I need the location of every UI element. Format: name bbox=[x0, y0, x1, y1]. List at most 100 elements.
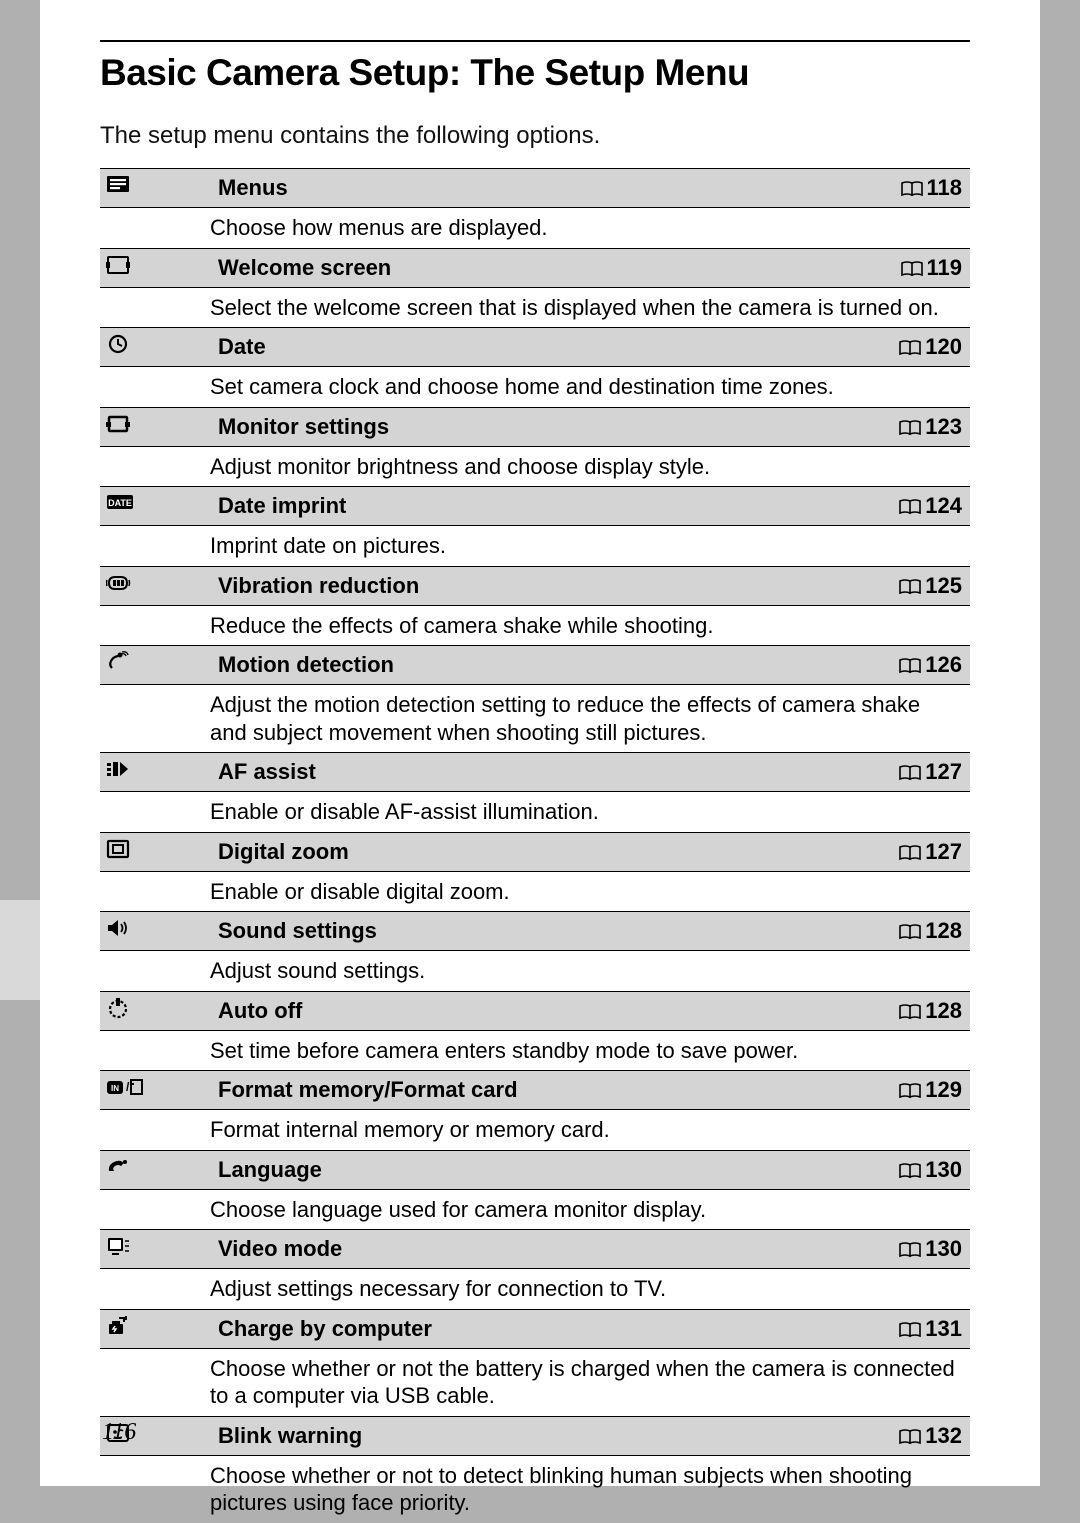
menu-item-label: Sound settings bbox=[210, 912, 860, 951]
menu-item-label: Blink warning bbox=[210, 1416, 860, 1455]
menu-row-desc: Choose whether or not the battery is cha… bbox=[100, 1348, 970, 1416]
menu-row-header: Charge by computer 131 bbox=[100, 1309, 970, 1348]
menu-item-page-ref: 120 bbox=[860, 328, 970, 367]
menu-row-header: AF assist127 bbox=[100, 753, 970, 792]
menu-item-icon-cell bbox=[100, 753, 210, 792]
date-imprint-icon bbox=[106, 492, 136, 514]
menu-item-label: Date bbox=[210, 328, 860, 367]
menu-item-desc: Enable or disable AF-assist illumination… bbox=[210, 792, 970, 833]
menu-item-page-ref: 130 bbox=[860, 1150, 970, 1189]
intro-text: The setup menu contains the following op… bbox=[100, 122, 970, 150]
menu-row-desc: Choose how menus are displayed. bbox=[100, 208, 970, 249]
menu-item-page-ref: 132 bbox=[860, 1416, 970, 1455]
menu-item-label: Format memory/Format card bbox=[210, 1071, 860, 1110]
page-ref-number: 128 bbox=[925, 998, 962, 1023]
page-number: 116 bbox=[102, 1419, 136, 1446]
menu-row-desc: Format internal memory or memory card. bbox=[100, 1110, 970, 1151]
page-ref-number: 118 bbox=[927, 175, 963, 200]
menu-item-icon-cell bbox=[100, 407, 210, 446]
menu-row-desc: Set time before camera enters standby mo… bbox=[100, 1030, 970, 1071]
page-ref-number: 131 bbox=[925, 1316, 962, 1341]
menu-item-desc: Choose language used for camera monitor … bbox=[210, 1189, 970, 1230]
menu-icon bbox=[106, 174, 132, 196]
page-ref-number: 127 bbox=[925, 839, 962, 864]
menu-item-icon-cell bbox=[100, 169, 210, 208]
menu-item-page-ref: 119 bbox=[860, 248, 970, 287]
menu-row-header: Motion detection 126 bbox=[100, 646, 970, 685]
menu-row-desc: Select the welcome screen that is displa… bbox=[100, 287, 970, 328]
menu-item-page-ref: 128 bbox=[860, 912, 970, 951]
menu-row-header: Date imprint 124 bbox=[100, 487, 970, 526]
menu-item-icon-cell bbox=[100, 832, 210, 871]
page-title: Basic Camera Setup: The Setup Menu bbox=[100, 52, 970, 94]
menu-item-desc: Reduce the effects of camera shake while… bbox=[210, 605, 970, 646]
menu-row-desc: Choose language used for camera monitor … bbox=[100, 1189, 970, 1230]
menu-row-header: Date120 bbox=[100, 328, 970, 367]
page-ref-number: 130 bbox=[925, 1157, 962, 1182]
charge-icon bbox=[106, 1315, 132, 1337]
page-ref-number: 125 bbox=[925, 573, 962, 598]
setup-menu-table: Menus118Choose how menus are displayed.W… bbox=[100, 168, 970, 1523]
menu-item-icon-cell bbox=[100, 1071, 210, 1110]
menu-item-desc: Adjust the motion detection setting to r… bbox=[210, 685, 970, 753]
menu-item-page-ref: 131 bbox=[860, 1309, 970, 1348]
menu-row-header: Blink warning 132 bbox=[100, 1416, 970, 1455]
page-ref-number: 130 bbox=[925, 1236, 962, 1261]
menu-item-icon-cell bbox=[100, 912, 210, 951]
menu-item-icon-cell bbox=[100, 487, 210, 526]
menu-row-header: Auto off128 bbox=[100, 991, 970, 1030]
page-ref-number: 132 bbox=[925, 1423, 962, 1448]
menu-row-desc: Reduce the effects of camera shake while… bbox=[100, 605, 970, 646]
menu-row-desc: Imprint date on pictures. bbox=[100, 526, 970, 567]
menu-item-icon-cell bbox=[100, 1230, 210, 1269]
menu-item-label: Date imprint bbox=[210, 487, 860, 526]
menu-item-desc: Imprint date on pictures. bbox=[210, 526, 970, 567]
page-ref-number: 126 bbox=[925, 652, 962, 677]
menu-row-header: Vibration reduction125 bbox=[100, 566, 970, 605]
menu-item-page-ref: 123 bbox=[860, 407, 970, 446]
video-mode-icon bbox=[106, 1235, 132, 1257]
menu-item-desc: Choose whether or not to detect blinking… bbox=[210, 1455, 970, 1523]
menu-item-page-ref: 125 bbox=[860, 566, 970, 605]
format-icon bbox=[106, 1076, 146, 1098]
menu-item-page-ref: 118 bbox=[860, 169, 970, 208]
menu-item-desc: Adjust monitor brightness and choose dis… bbox=[210, 446, 970, 487]
menu-row-header: Welcome screen119 bbox=[100, 248, 970, 287]
menu-row-header: Video mode130 bbox=[100, 1230, 970, 1269]
menu-item-page-ref: 129 bbox=[860, 1071, 970, 1110]
menu-item-icon-cell bbox=[100, 566, 210, 605]
menu-item-label: Monitor settings bbox=[210, 407, 860, 446]
menu-item-desc: Format internal memory or memory card. bbox=[210, 1110, 970, 1151]
menu-item-label: Charge by computer bbox=[210, 1309, 860, 1348]
menu-row-desc: Adjust monitor brightness and choose dis… bbox=[100, 446, 970, 487]
auto-off-icon bbox=[106, 997, 132, 1019]
menu-row-desc: Enable or disable digital zoom. bbox=[100, 871, 970, 912]
page-ref-number: 119 bbox=[927, 255, 963, 280]
menu-item-desc: Select the welcome screen that is displa… bbox=[210, 287, 970, 328]
menu-item-label: Language bbox=[210, 1150, 860, 1189]
menu-item-desc: Choose whether or not the battery is cha… bbox=[210, 1348, 970, 1416]
menu-item-icon-cell bbox=[100, 646, 210, 685]
menu-item-icon-cell bbox=[100, 991, 210, 1030]
page-ref-number: 129 bbox=[925, 1077, 962, 1102]
menu-row-header: Sound settings 128 bbox=[100, 912, 970, 951]
menu-row-header: Menus118 bbox=[100, 169, 970, 208]
menu-item-desc: Enable or disable digital zoom. bbox=[210, 871, 970, 912]
page-ref-number: 124 bbox=[925, 493, 962, 518]
menu-item-page-ref: 130 bbox=[860, 1230, 970, 1269]
menu-item-desc: Choose how menus are displayed. bbox=[210, 208, 970, 249]
side-tab bbox=[0, 900, 40, 1000]
menu-item-desc: Adjust settings necessary for connection… bbox=[210, 1269, 970, 1310]
page-ref-number: 128 bbox=[925, 918, 962, 943]
digital-zoom-icon bbox=[106, 838, 132, 860]
clock-icon bbox=[106, 333, 132, 355]
menu-item-page-ref: 128 bbox=[860, 991, 970, 1030]
menu-row-desc: Choose whether or not to detect blinking… bbox=[100, 1455, 970, 1523]
page-ref-number: 127 bbox=[925, 759, 962, 784]
menu-item-desc: Adjust sound settings. bbox=[210, 951, 970, 992]
menu-item-page-ref: 127 bbox=[860, 832, 970, 871]
menu-item-page-ref: 127 bbox=[860, 753, 970, 792]
welcome-icon bbox=[106, 254, 132, 276]
menu-row-header: Digital zoom127 bbox=[100, 832, 970, 871]
menu-item-label: Motion detection bbox=[210, 646, 860, 685]
